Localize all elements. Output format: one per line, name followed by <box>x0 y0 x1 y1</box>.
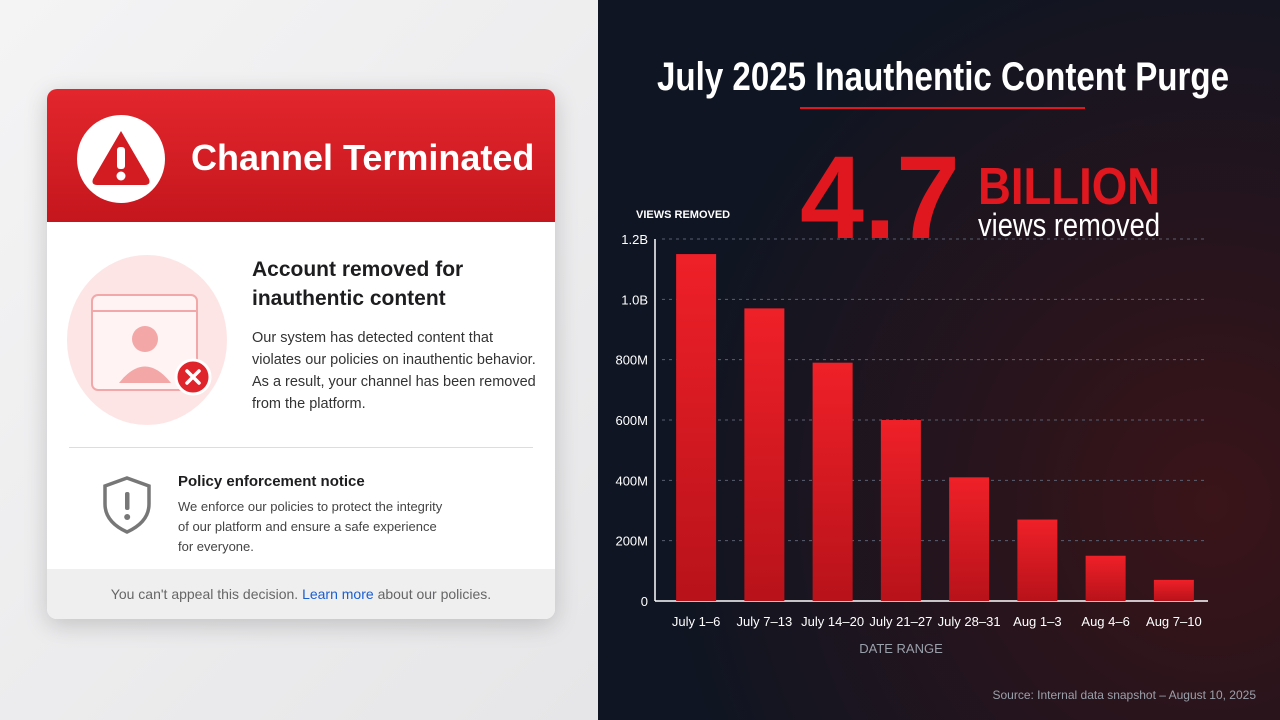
x-tick-label: July 21–27 <box>869 614 932 629</box>
footer-text: about our policies. <box>377 586 492 602</box>
x-tick-label: Aug 4–6 <box>1081 614 1129 629</box>
bar <box>812 362 853 601</box>
x-tick-label: July 28–31 <box>938 614 1001 629</box>
headline-unit: BILLION <box>978 158 1160 216</box>
left-panel: Channel Terminated Account removed for i… <box>0 0 598 720</box>
shield-icon <box>103 476 151 534</box>
bar <box>949 477 990 601</box>
bar <box>1085 555 1126 601</box>
card-heading: Account removed for inauthentic content <box>252 258 464 310</box>
headline-caption: views removed <box>978 207 1160 243</box>
learn-more-link[interactable]: Learn more <box>302 586 374 602</box>
headline-number: 4.7 <box>800 132 960 264</box>
x-tick-label: July 7–13 <box>737 614 793 629</box>
card-header: Channel Terminated <box>47 89 555 222</box>
termination-card: Channel Terminated Account removed for i… <box>47 89 555 619</box>
source-note: Source: Internal data snapshot – August … <box>992 688 1256 702</box>
y-tick-label: 1.2B <box>621 232 648 247</box>
policy-body: We enforce our policies to protect the i… <box>178 499 443 554</box>
y-axis-label: VIEWS REMOVED <box>636 209 730 221</box>
bar <box>1017 519 1058 601</box>
account-glyph <box>91 294 212 396</box>
bar <box>1153 579 1194 601</box>
x-tick-label: Aug 7–10 <box>1146 614 1202 629</box>
bar <box>744 308 785 601</box>
y-tick-label: 1.0B <box>621 292 648 307</box>
x-axis-label: DATE RANGE <box>859 641 943 656</box>
y-tick-label: 600M <box>615 413 648 428</box>
footer-text: You can't appeal this decision. <box>110 586 299 602</box>
x-tick-label: July 14–20 <box>801 614 864 629</box>
x-tick-label: July 1–6 <box>672 614 720 629</box>
bar <box>676 254 717 602</box>
x-tick-label: Aug 1–3 <box>1013 614 1061 629</box>
card-body: Our system has detected content that vio… <box>252 330 536 412</box>
y-tick-label: 0 <box>641 594 648 609</box>
policy-title: Policy enforcement notice <box>178 473 365 490</box>
chart-title: July 2025 Inauthentic Content Purge <box>657 55 1229 99</box>
y-tick-label: 800M <box>615 353 648 368</box>
y-tick-label: 400M <box>615 473 648 488</box>
card-footer: You can't appeal this decision. Learn mo… <box>47 569 555 619</box>
chart: July 2025 Inauthentic Content Purge 4.7 … <box>598 0 1280 720</box>
warning-icon <box>77 115 165 203</box>
warning-glyph <box>92 131 150 185</box>
card-title: Channel Terminated <box>191 137 535 178</box>
bar <box>880 420 921 601</box>
separator <box>69 447 533 448</box>
y-tick-label: 200M <box>615 534 648 549</box>
illustration <box>67 255 227 425</box>
